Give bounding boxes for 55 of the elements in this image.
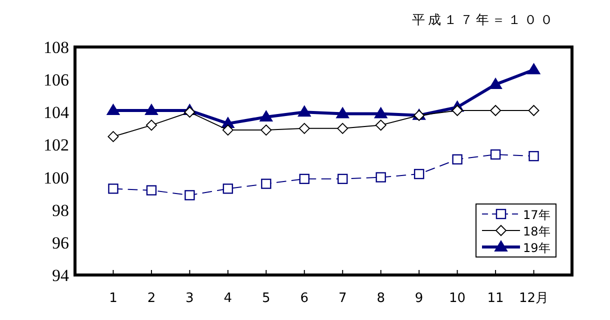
- point: [261, 178, 272, 189]
- y-tick-label: 108: [44, 38, 69, 57]
- point: [528, 105, 540, 116]
- point: [527, 63, 540, 74]
- point: [222, 124, 234, 136]
- x-tick-label: 9: [414, 291, 424, 306]
- point: [489, 78, 502, 89]
- point: [144, 104, 158, 116]
- legend-label: 17年: [523, 208, 550, 222]
- legend-label: 18年: [523, 224, 550, 238]
- x-tick-label: 6: [300, 291, 309, 306]
- x-tick-label: 5: [262, 291, 270, 306]
- x-tick-label: 8: [376, 291, 385, 306]
- point: [184, 190, 195, 200]
- x-tick-label: 3: [186, 291, 194, 306]
- point: [374, 107, 388, 118]
- point: [260, 110, 273, 122]
- point: [375, 120, 386, 131]
- y-tick-label: 100: [44, 168, 69, 188]
- point: [146, 120, 157, 131]
- point: [490, 149, 501, 160]
- point: [337, 122, 348, 134]
- point: [299, 174, 310, 184]
- x-tick-label: 10: [449, 291, 466, 306]
- x-tick-label: 2: [147, 291, 156, 306]
- y-tick-label: 102: [44, 136, 69, 155]
- point: [146, 185, 157, 196]
- point: [106, 104, 120, 116]
- point: [184, 106, 196, 118]
- point: [452, 154, 462, 164]
- x-tick-label: 11: [487, 291, 504, 306]
- point: [338, 174, 348, 184]
- y-tick-label: 94: [52, 266, 70, 285]
- text: 平成１７年＝１００: [412, 13, 556, 28]
- point: [414, 168, 424, 180]
- point: [260, 124, 272, 136]
- point: [376, 172, 386, 182]
- point: [528, 151, 539, 162]
- point: [298, 122, 310, 134]
- point: [298, 106, 311, 117]
- y-tick-label: 98: [52, 200, 69, 220]
- point: [108, 184, 118, 194]
- point: [490, 105, 502, 116]
- y-tick-label: 104: [44, 103, 70, 122]
- y-tick-label: 96: [52, 233, 69, 252]
- legend-label: 19年: [523, 241, 550, 255]
- point: [336, 107, 350, 118]
- point: [108, 131, 119, 142]
- x-tick-label: 12月: [518, 291, 549, 306]
- point: [222, 184, 234, 194]
- x-tick-label: 7: [338, 291, 347, 306]
- point: [452, 105, 463, 116]
- y-tick-label: 106: [44, 70, 69, 90]
- x-tick-label: 1: [109, 291, 118, 306]
- x-tick-label: 4: [224, 291, 232, 306]
